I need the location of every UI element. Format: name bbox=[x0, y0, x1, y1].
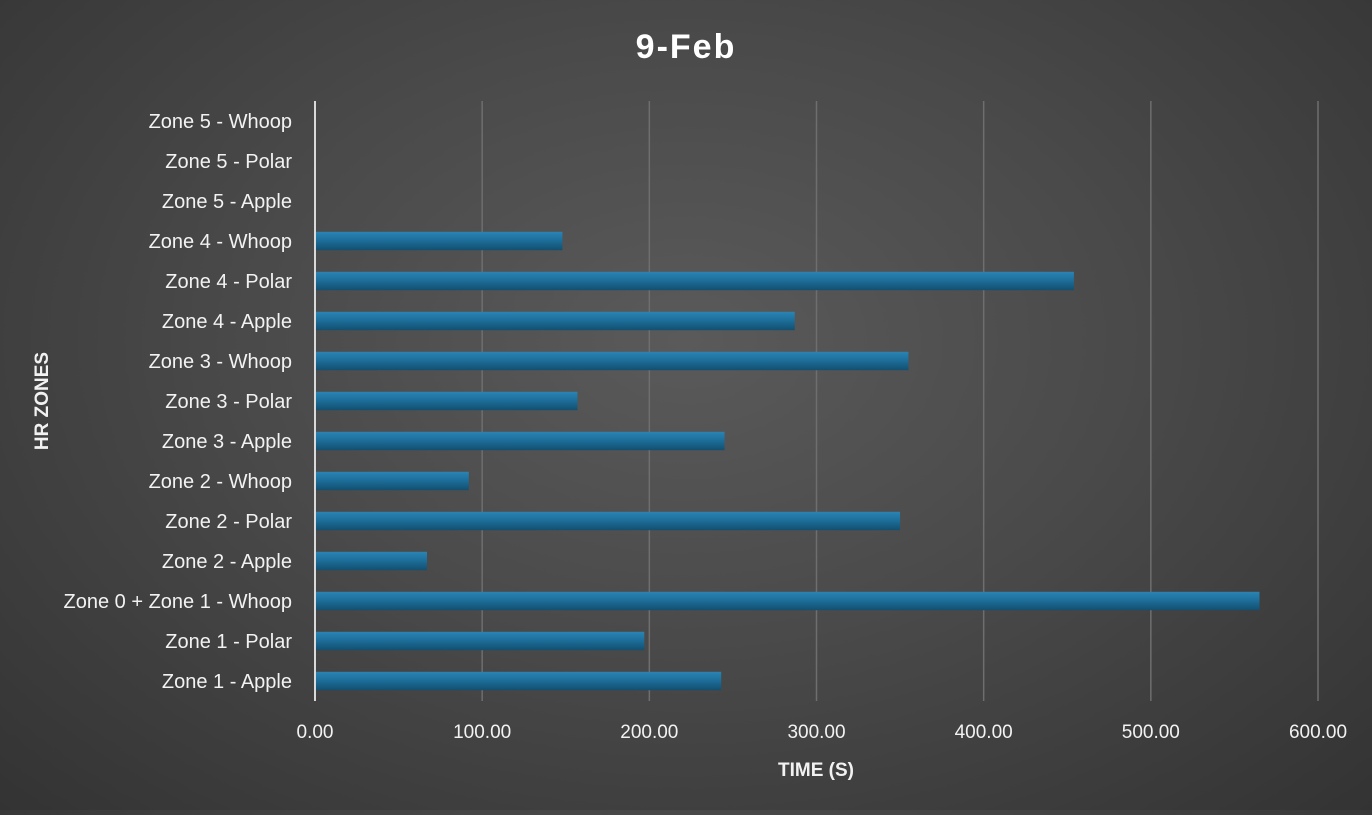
bar bbox=[315, 471, 469, 491]
bar bbox=[315, 671, 722, 691]
category-label: Zone 4 - Polar bbox=[165, 271, 292, 293]
x-tick-label: 200.00 bbox=[620, 722, 678, 743]
category-label: Zone 5 - Whoop bbox=[149, 111, 292, 133]
category-label: Zone 0 + Zone 1 - Whoop bbox=[64, 591, 292, 613]
category-labels: Zone 1 - Apple Zone 1 - Polar Zone 0 + Zon… bbox=[64, 111, 293, 693]
chart-title: 9-Feb bbox=[636, 28, 737, 66]
x-tick-label: 0.00 bbox=[297, 722, 334, 743]
x-tick-label: 500.00 bbox=[1122, 722, 1180, 743]
x-tick-label: 100.00 bbox=[453, 722, 511, 743]
category-label: Zone 1 - Polar bbox=[165, 631, 292, 653]
bar bbox=[315, 431, 725, 451]
bar bbox=[315, 591, 1260, 611]
category-label: Zone 5 - Polar bbox=[165, 151, 292, 173]
category-label: Zone 2 - Polar bbox=[165, 511, 292, 533]
category-label: Zone 4 - Apple bbox=[162, 311, 292, 333]
x-tick-label: 300.00 bbox=[787, 722, 845, 743]
x-axis-title: TIME (S) bbox=[778, 760, 854, 781]
category-label: Zone 3 - Apple bbox=[162, 431, 292, 453]
bar bbox=[315, 631, 645, 651]
gridlines bbox=[481, 101, 1319, 701]
category-label: Zone 3 - Whoop bbox=[149, 351, 292, 373]
bar bbox=[315, 511, 901, 531]
x-tick-labels: 0.00 100.00 200.00 300.00 400.00 500.00 600.00 bbox=[297, 722, 1348, 743]
bar bbox=[315, 231, 563, 251]
bar bbox=[315, 271, 1074, 291]
bar bbox=[315, 311, 795, 331]
bar bbox=[315, 551, 428, 571]
x-tick-label: 400.00 bbox=[955, 722, 1013, 743]
x-tick-label: 600.00 bbox=[1289, 722, 1347, 743]
category-label: Zone 4 - Whoop bbox=[149, 231, 292, 253]
category-label: Zone 1 - Apple bbox=[162, 671, 292, 693]
bar bbox=[315, 351, 909, 371]
category-label: Zone 3 - Polar bbox=[165, 391, 292, 413]
bar bbox=[315, 391, 578, 411]
y-axis-title: HR ZONES bbox=[32, 352, 53, 450]
category-label: Zone 5 - Apple bbox=[162, 191, 292, 213]
category-label: Zone 2 - Whoop bbox=[149, 471, 292, 493]
bars bbox=[315, 231, 1260, 691]
category-label: Zone 2 - Apple bbox=[162, 551, 292, 573]
